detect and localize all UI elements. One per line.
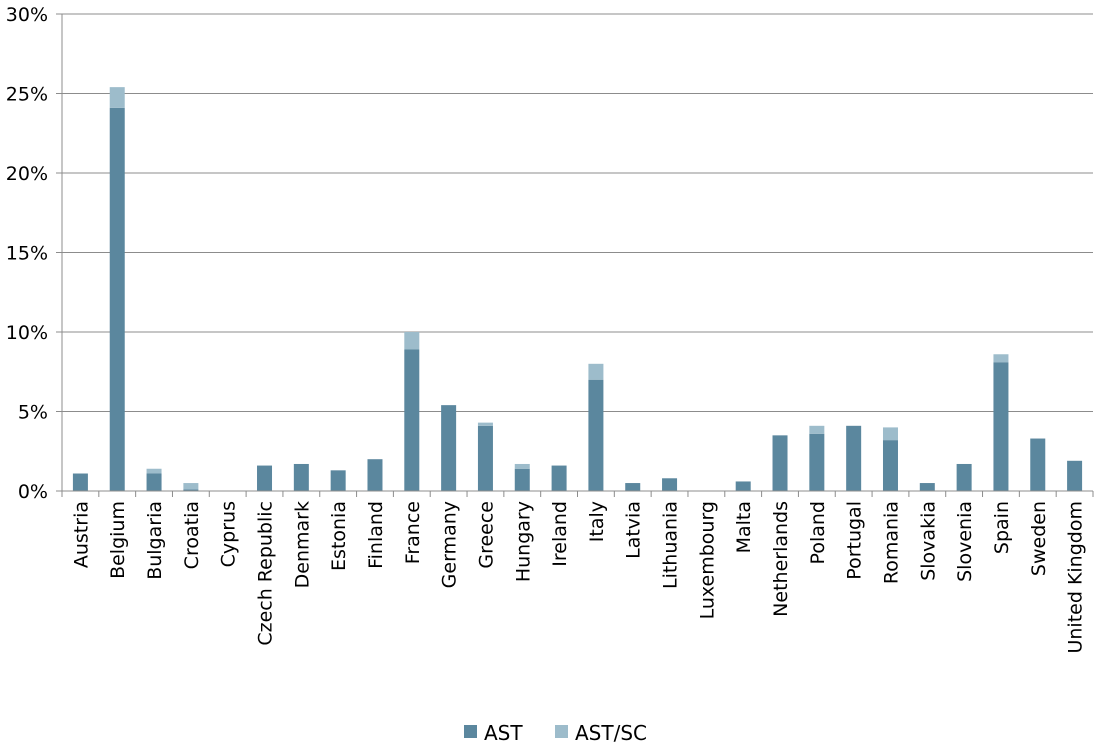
bar-ast <box>735 481 751 491</box>
y-tick-label: 0% <box>18 481 48 503</box>
bar-ast <box>588 379 604 491</box>
bar-ast <box>367 459 383 491</box>
y-tick-label: 20% <box>6 163 48 185</box>
bar-ast-sc <box>882 427 898 441</box>
x-category-label: Romania <box>880 501 902 584</box>
bar-ast <box>846 425 862 491</box>
x-category-label: Poland <box>807 501 829 564</box>
bar-ast <box>993 362 1009 491</box>
x-category-label: United Kingdom <box>1065 501 1087 654</box>
bar-ast <box>1030 438 1046 491</box>
bar-ast-sc <box>109 87 125 108</box>
y-tick-label: 10% <box>6 322 48 344</box>
x-category-label: Portugal <box>844 501 866 580</box>
y-tick-label: 30% <box>6 4 48 26</box>
x-category-label: Finland <box>365 501 387 569</box>
legend: AST AST/SC <box>464 721 647 745</box>
x-axis <box>56 13 1094 497</box>
bar-ast-sc <box>993 354 1009 363</box>
bar-ast-sc <box>809 425 825 434</box>
legend-label-ast: AST <box>484 721 523 745</box>
bar-ast-sc <box>146 468 162 474</box>
x-category-label: Croatia <box>181 501 203 569</box>
bar-ast <box>146 473 162 491</box>
x-category-label: Italy <box>586 501 608 542</box>
bar-ast <box>477 425 493 491</box>
bar-ast <box>551 465 567 491</box>
x-category-label: Slovenia <box>954 501 976 582</box>
bar-ast-sc <box>514 463 530 469</box>
x-category-label: Denmark <box>291 501 313 588</box>
x-category-label: Luxembourg <box>696 501 718 619</box>
bar-ast <box>109 107 125 491</box>
x-category-label: Spain <box>991 501 1013 554</box>
x-category-label: Latvia <box>623 501 645 559</box>
legend-label-ast-sc: AST/SC <box>575 721 647 745</box>
bar-ast <box>441 405 457 491</box>
x-category-label: Ireland <box>549 501 571 567</box>
bar-ast <box>919 483 935 491</box>
bar-ast <box>662 478 678 491</box>
x-category-label: France <box>402 501 424 564</box>
bar-ast <box>1067 460 1083 491</box>
bar-ast <box>772 435 788 491</box>
x-category-label: Slovakia <box>917 501 939 581</box>
x-category-label: Lithuania <box>660 501 682 589</box>
y-axis-tick-labels: 0% 5% 10% 15% 20% 25% 30% <box>6 4 48 503</box>
bar-ast <box>72 473 88 491</box>
x-category-label: Czech Republic <box>255 501 277 646</box>
x-category-label: Austria <box>70 501 92 568</box>
bar-ast <box>404 349 420 491</box>
bar-ast <box>809 433 825 491</box>
bar-ast <box>183 489 199 491</box>
bar-ast-sc <box>404 332 420 350</box>
bar-ast-sc <box>588 363 604 380</box>
y-tick-label: 25% <box>6 84 48 106</box>
y-tick-label: 15% <box>6 243 48 265</box>
x-category-label: Hungary <box>512 501 534 582</box>
bars <box>72 87 1083 491</box>
x-axis-category-labels: Austria Belgium Bulgaria Croatia Cyprus Czech… <box>70 501 1086 654</box>
bar-ast-sc <box>477 422 493 426</box>
gridlines <box>62 13 1093 412</box>
x-category-label: Cyprus <box>218 501 240 567</box>
x-category-label: Sweden <box>1028 501 1050 576</box>
x-category-label: Estonia <box>328 501 350 571</box>
x-category-label: Belgium <box>107 501 129 579</box>
bar-ast <box>625 483 641 491</box>
legend-swatch-ast <box>464 725 477 738</box>
bar-ast <box>956 463 972 491</box>
bar-ast <box>257 465 273 491</box>
bar-ast <box>330 470 346 491</box>
bar-ast-sc <box>183 483 199 490</box>
bar-ast <box>293 463 309 491</box>
bar-ast <box>514 468 530 491</box>
legend-swatch-ast-sc <box>555 725 568 738</box>
x-category-label: Greece <box>475 501 497 569</box>
x-category-label: Bulgaria <box>144 501 166 580</box>
y-tick-label: 5% <box>18 402 48 424</box>
x-category-label: Netherlands <box>770 501 792 617</box>
bar-ast <box>882 440 898 491</box>
x-category-label: Germany <box>439 501 461 588</box>
x-category-label: Malta <box>733 501 755 553</box>
